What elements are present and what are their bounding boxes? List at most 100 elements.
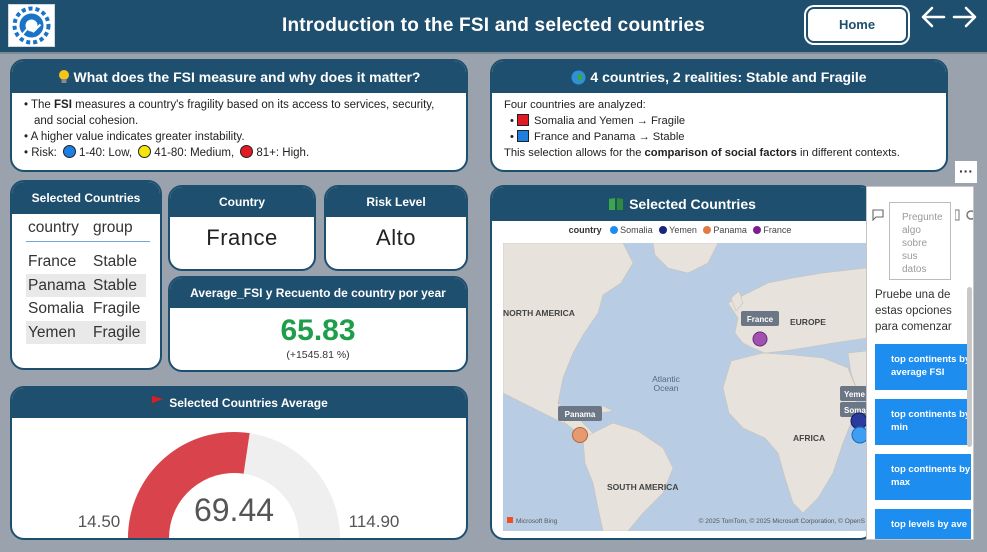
map-label-africa: AFRICA — [793, 433, 825, 443]
countries-intro: Four countries are analyzed: — [504, 99, 646, 111]
average-fsi-change: (+1545.81 %) — [286, 349, 350, 361]
land-north-america — [503, 243, 634, 424]
table-row[interactable]: Panama Stable — [26, 273, 146, 297]
header-divider — [0, 52, 987, 54]
map-attribution: © 2025 TomTom, © 2025 Microsoft Corporat… — [699, 517, 866, 525]
tag-yemen-bg — [840, 386, 867, 401]
gauge-min-label: 14.50 — [78, 512, 121, 531]
fsi-info-body: • The FSI measures a country's fragility… — [12, 93, 466, 161]
map-label-atlantic: Atlantic — [652, 374, 681, 384]
chat-icon — [872, 209, 884, 221]
gauge-fill — [128, 431, 250, 538]
tag-panama-bg — [558, 406, 602, 421]
qa-question-input[interactable]: Pregunte algo sobre sus datos — [889, 202, 951, 280]
legend-item-yemen[interactable]: Yemen — [659, 225, 697, 235]
fsi-info-card: What does the FSI measure and why does i… — [10, 59, 468, 172]
land-africa — [722, 352, 859, 514]
countries-info-card: 4 countries, 2 realities: Stable and Fra… — [490, 59, 948, 172]
bubble-panama[interactable] — [572, 427, 588, 443]
risk-high-dot-icon — [240, 145, 254, 158]
qa-suggestion-button[interactable]: top continents by max — [875, 454, 971, 500]
book-icon — [609, 198, 624, 210]
page-title: Introduction to the FSI and selected cou… — [281, 15, 706, 36]
bullet-risk-scale: • Risk: 1-40: Low, 41-80: Medium, 81+: H… — [24, 145, 310, 159]
table-row[interactable]: Somalia Fragile — [28, 300, 141, 317]
bubble-somalia[interactable] — [851, 426, 867, 444]
map-bing-label: Microsoft Bing — [516, 518, 558, 525]
globe-icon — [571, 70, 586, 85]
qa-prompt: Pruebe una de estas opciones para comenz… — [875, 289, 952, 333]
bubble-france[interactable] — [752, 331, 768, 347]
risk-level-value: Alto — [376, 225, 416, 250]
land-europe — [727, 267, 867, 354]
tag-france-bg — [741, 311, 779, 326]
fsi-info-header: What does the FSI measure and why does i… — [12, 61, 466, 93]
qa-suggestion-button[interactable]: top levels by ave — [875, 509, 971, 539]
legend-item-france[interactable]: France — [753, 225, 791, 235]
land-greenland — [652, 243, 719, 274]
bullet-higher-value: • A higher value indicates greater insta… — [24, 131, 245, 143]
gauge-value: 69.44 — [194, 492, 274, 528]
tag-france: France — [747, 315, 774, 324]
qa-suggestion-button[interactable]: top continents by min — [875, 399, 971, 445]
tag-yemen: Yeme — [844, 390, 865, 399]
selected-countries-table-header: Selected Countries — [12, 182, 160, 214]
countries-info-body: Four countries are analyzed: • Somalia a… — [492, 93, 946, 161]
fragile-line: • Somalia and Yemen → Fragile — [510, 114, 686, 127]
country-card: Country France — [168, 185, 316, 271]
tag-panama: Panama — [565, 410, 596, 419]
table-header-row: country group — [26, 214, 150, 242]
map-card: Selected Countries country Somalia Yemen… — [490, 185, 874, 540]
selected-countries-table: country group France Stable Panama Stable … — [12, 214, 160, 344]
average-fsi-header: Average_FSI y Recuento de country por ye… — [170, 278, 466, 308]
qa-panel: Pregunte algo sobre sus datos Pruebe una… — [866, 186, 974, 540]
land-uk — [730, 290, 744, 312]
flag-icon — [151, 396, 164, 409]
settings-icon[interactable] — [955, 209, 974, 221]
risk-medium-dot-icon — [138, 145, 152, 158]
qa-suggestion-button[interactable]: top continents by average FSI — [875, 344, 971, 390]
map-header: Selected Countries — [492, 187, 872, 221]
header-bar: Introduction to the FSI and selected cou… — [0, 0, 987, 52]
legend-item-somalia[interactable]: Somalia — [610, 225, 653, 235]
land-south-america — [582, 422, 674, 531]
column-header-group[interactable]: group — [93, 219, 133, 236]
qa-scrollbar[interactable] — [967, 287, 972, 447]
countries-closing: This selection allows for the comparison… — [504, 147, 900, 159]
countries-info-title: 4 countries, 2 realities: Stable and Fra… — [590, 69, 867, 85]
gauge-max-label: 114.90 — [349, 512, 400, 531]
more-options-button[interactable]: ··· — [955, 161, 977, 183]
selected-countries-table-card: Selected Countries country group France S… — [10, 180, 162, 370]
tag-somalia: Soma — [844, 406, 866, 415]
stable-square-icon — [517, 130, 530, 142]
logo — [8, 4, 55, 47]
column-header-country[interactable]: country — [28, 219, 79, 236]
map-label-north-america: NORTH AMERICA — [503, 308, 575, 318]
map-label-europe: EUROPE — [790, 317, 826, 327]
gauge-title: Selected Countries Average — [169, 396, 328, 410]
fragile-square-icon — [517, 114, 530, 126]
table-row[interactable]: France Stable — [28, 253, 137, 270]
risk-level-header: Risk Level — [326, 187, 466, 217]
legend-item-panama[interactable]: Panama — [703, 225, 747, 235]
country-value: France — [206, 225, 278, 250]
home-button[interactable]: Home — [806, 7, 908, 43]
average-fsi-value: 65.83 — [280, 314, 356, 347]
country-card-header: Country — [170, 187, 314, 217]
map-label-south-america: SOUTH AMERICA — [607, 482, 678, 492]
countries-info-header: 4 countries, 2 realities: Stable and Fra… — [492, 61, 946, 93]
gauge-card: Selected Countries Average 69.44 14.50 1… — [10, 386, 468, 540]
table-row[interactable]: Yemen Fragile — [26, 320, 146, 344]
forward-arrow-icon[interactable] — [952, 4, 978, 30]
gauge-chart: 69.44 14.50 114.90 — [78, 431, 400, 538]
gauge-header: Selected Countries Average — [12, 388, 466, 418]
fsi-info-title: What does the FSI measure and why does i… — [73, 69, 421, 85]
world-map[interactable]: NORTH AMERICA EUROPE Atlantic Ocean AFRI… — [503, 243, 867, 531]
risk-level-card: Risk Level Alto — [324, 185, 468, 271]
back-arrow-icon[interactable] — [920, 4, 946, 30]
map-legend-title: country — [568, 225, 602, 235]
risk-low-dot-icon — [63, 145, 76, 158]
lightbulb-icon — [58, 70, 69, 83]
bullet-fsi-definition: • The FSI measures a country's fragility… — [24, 99, 435, 111]
map-legend: country Somalia Yemen Panama France — [492, 225, 872, 235]
